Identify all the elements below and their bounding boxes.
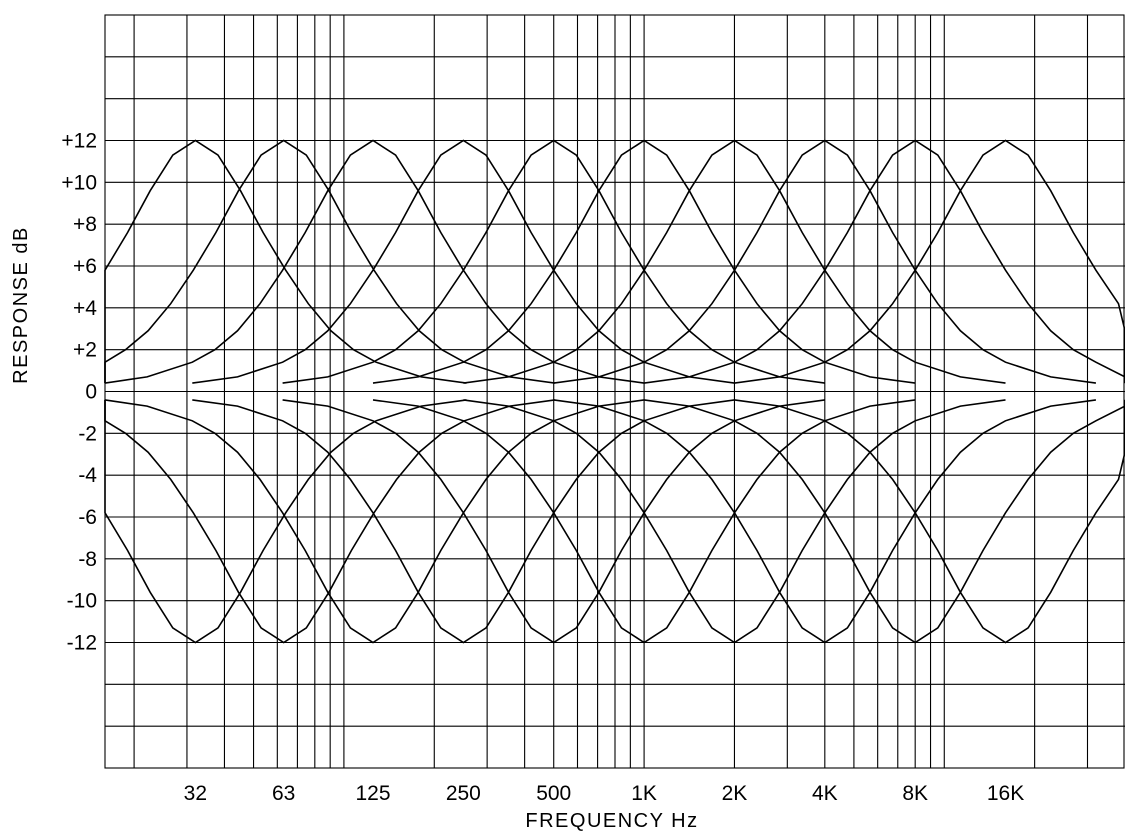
y-tick-label: +8 — [73, 213, 97, 236]
y-tick-label: +12 — [61, 130, 97, 153]
x-tick-label: 125 — [355, 782, 390, 805]
y-axis-title: RESPONSE dB — [10, 226, 32, 384]
y-tick-labels: +12 +10 +8 +6 +4 +2 0 -2 -4 -6 -8 -10 -12 — [61, 130, 97, 655]
y-tick-label: -10 — [67, 590, 97, 613]
y-tick-label: +6 — [73, 255, 97, 278]
x-tick-label: 1K — [631, 782, 657, 805]
x-axis-title: FREQUENCY Hz — [525, 810, 698, 832]
eq-curve-250-cut — [192, 400, 734, 643]
x-tick-label: 32 — [184, 782, 207, 805]
y-tick-label: 0 — [85, 381, 97, 404]
y-tick-label: +10 — [61, 171, 97, 194]
eq-curve-16000-cut — [735, 400, 1125, 643]
y-tick-label: -2 — [78, 422, 97, 445]
y-tick-label: -8 — [78, 548, 97, 571]
eq-curve-8000-boost — [644, 141, 1125, 384]
y-tick-label: -12 — [67, 632, 97, 655]
eq-curve-32-cut — [105, 400, 467, 643]
eq-curve-125-boost — [105, 141, 644, 384]
x-tick-label: 4K — [812, 782, 838, 805]
eq-curve-32-boost — [105, 141, 467, 384]
x-tick-label: 250 — [446, 782, 481, 805]
grid — [105, 15, 1125, 768]
y-tick-label: -6 — [78, 506, 97, 529]
eq-curve-250-boost — [192, 141, 734, 384]
x-tick-label: 63 — [272, 782, 295, 805]
x-tick-label: 8K — [902, 782, 928, 805]
x-tick-label: 500 — [536, 782, 571, 805]
y-tick-label: +4 — [73, 297, 97, 320]
eq-curve-8000-cut — [644, 400, 1125, 643]
x-tick-labels: 32 63 125 250 500 1K 2K 4K 8K 16K — [184, 782, 1025, 805]
x-tick-label: 2K — [722, 782, 748, 805]
eq-curve-16000-boost — [735, 141, 1125, 384]
y-tick-label: +2 — [73, 339, 97, 362]
eq-curve-125-cut — [105, 400, 644, 643]
x-tick-label: 16K — [987, 782, 1024, 805]
y-tick-label: -4 — [78, 464, 97, 487]
